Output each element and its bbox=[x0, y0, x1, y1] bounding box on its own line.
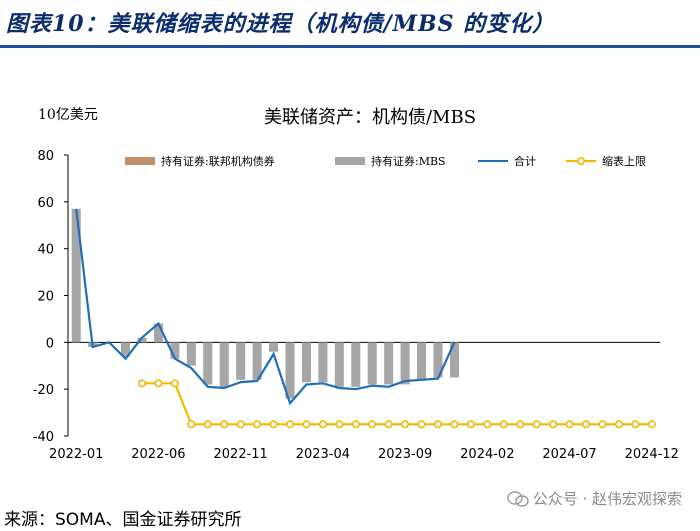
y-tick-label: 0 bbox=[46, 336, 54, 351]
cap-marker bbox=[335, 420, 344, 429]
mbs-bar bbox=[170, 342, 180, 359]
mbs-bar bbox=[351, 342, 361, 387]
watermark-text: 公众号 · 赵伟宏观探索 bbox=[532, 490, 682, 508]
source-note: 来源：SOMA、国金证券研究所 bbox=[4, 510, 242, 530]
figure-title: 图表10：美联储缩表的进程（机构债/MBS 的变化） bbox=[6, 11, 556, 37]
mbs-bar bbox=[449, 342, 459, 378]
cap-marker bbox=[253, 420, 262, 429]
cap-marker bbox=[318, 420, 327, 429]
cap-marker bbox=[220, 420, 229, 429]
legend-mbs-swatch bbox=[335, 157, 365, 165]
y-tick-label: -40 bbox=[33, 430, 54, 445]
cap-marker bbox=[598, 420, 607, 429]
y-unit-label: 10亿美元 bbox=[38, 107, 98, 123]
x-tick-label: 2024-07 bbox=[542, 447, 596, 462]
cap-marker bbox=[499, 420, 508, 429]
cap-marker bbox=[565, 420, 574, 429]
mbs-bar bbox=[318, 342, 328, 383]
mbs-bar bbox=[203, 342, 213, 385]
cap-marker bbox=[549, 420, 558, 429]
x-tick-label: 2023-09 bbox=[378, 447, 432, 462]
cap-marker bbox=[368, 420, 377, 429]
x-tick-label: 2023-04 bbox=[296, 447, 350, 462]
cap-marker bbox=[170, 379, 179, 388]
cap-marker bbox=[269, 420, 278, 429]
cap-marker bbox=[302, 420, 311, 429]
x-tick-label: 2024-02 bbox=[460, 447, 514, 462]
mbs-bar bbox=[186, 342, 196, 366]
cap-marker bbox=[236, 420, 245, 429]
x-tick-label: 2022-11 bbox=[214, 447, 268, 462]
cap-marker bbox=[450, 420, 459, 429]
cap-marker bbox=[384, 420, 393, 429]
mbs-bar bbox=[400, 342, 410, 385]
legend-cap-marker bbox=[576, 157, 585, 166]
cap-marker bbox=[401, 420, 410, 429]
mbs-bar bbox=[269, 342, 279, 352]
y-tick-label: 40 bbox=[37, 243, 54, 258]
mbs-bar bbox=[236, 342, 246, 380]
mbs-bar bbox=[384, 342, 394, 385]
legend-cap-label: 缩表上限 bbox=[602, 154, 646, 168]
cap-marker bbox=[516, 420, 525, 429]
legend-agency-debt-swatch bbox=[125, 157, 155, 165]
watermark: 公众号 · 赵伟宏观探索 bbox=[506, 488, 682, 509]
cap-marker bbox=[614, 420, 623, 429]
mbs-bar bbox=[121, 342, 131, 357]
cap-marker bbox=[203, 420, 212, 429]
mbs-bar bbox=[367, 342, 377, 385]
mbs-bar bbox=[433, 342, 443, 378]
mbs-bar bbox=[285, 342, 295, 399]
cap-marker bbox=[417, 420, 426, 429]
mbs-bar bbox=[334, 342, 344, 387]
mbs-bar bbox=[252, 342, 262, 380]
cap-marker bbox=[631, 420, 640, 429]
mbs-bar bbox=[301, 342, 311, 383]
y-tick-label: 80 bbox=[37, 149, 54, 164]
wechat-icon bbox=[506, 491, 529, 507]
mbs-bar bbox=[137, 337, 147, 343]
mbs-bar bbox=[219, 342, 229, 387]
cap-marker bbox=[532, 420, 541, 429]
total-line bbox=[75, 208, 456, 406]
cap-marker bbox=[483, 420, 492, 429]
mbs-bar bbox=[417, 342, 427, 380]
legend-total-label: 合计 bbox=[514, 154, 536, 168]
title-rule bbox=[0, 45, 700, 48]
cap-marker bbox=[351, 420, 360, 429]
cap-marker bbox=[647, 420, 656, 429]
cap-marker bbox=[187, 420, 196, 429]
mbs-bar bbox=[153, 323, 163, 343]
legend-mbs-label: 持有证券:MBS bbox=[371, 154, 446, 168]
y-tick-label: -20 bbox=[33, 383, 54, 398]
cap-marker bbox=[154, 379, 163, 388]
x-tick-label: 2024-12 bbox=[625, 447, 679, 462]
cap-marker bbox=[581, 420, 590, 429]
cap-marker bbox=[466, 420, 475, 429]
legend-agency-debt-label: 持有证券:联邦机构债券 bbox=[161, 154, 275, 168]
cap-marker bbox=[433, 420, 442, 429]
y-tick-label: 60 bbox=[37, 196, 54, 211]
mbs-bar bbox=[71, 208, 81, 343]
cap-marker bbox=[285, 420, 294, 429]
chart-title: 美联储资产：机构债/MBS bbox=[263, 107, 477, 128]
y-tick-label: 20 bbox=[37, 290, 54, 305]
cap-marker bbox=[138, 379, 147, 388]
x-tick-label: 2022-06 bbox=[131, 447, 185, 462]
x-tick-label: 2022-01 bbox=[49, 447, 103, 462]
cap-line bbox=[142, 382, 652, 426]
